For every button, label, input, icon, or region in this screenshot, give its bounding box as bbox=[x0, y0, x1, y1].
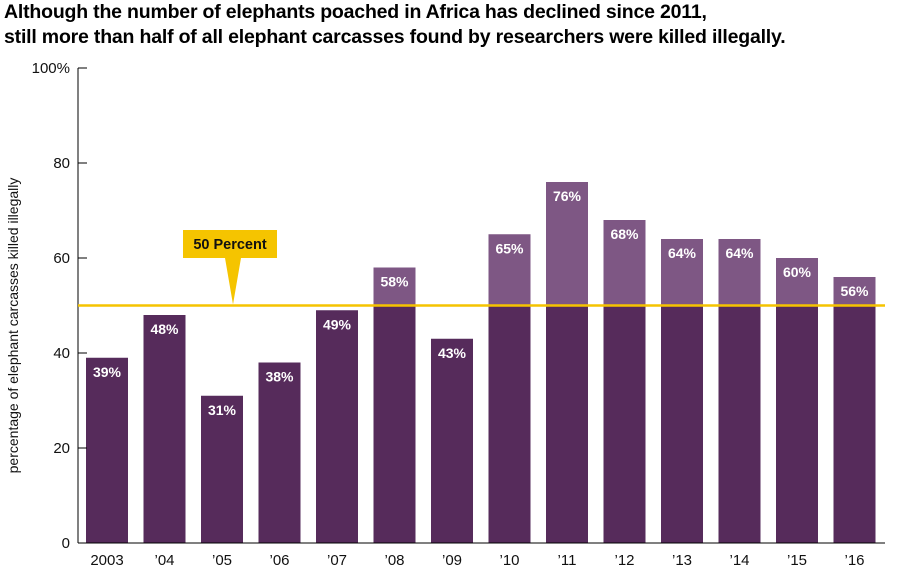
y-axis-title: percentage of elephant carcasses killed … bbox=[5, 178, 21, 474]
bar-5-upper bbox=[373, 267, 416, 306]
bar-7-lower bbox=[488, 305, 531, 543]
bar-value-label-1: 48% bbox=[150, 321, 179, 337]
bars-layer bbox=[86, 182, 876, 543]
bar-1 bbox=[143, 315, 186, 543]
labels-layer: 39% 2003 48% ’04 31% ’05 38% ’06 49% ’07 58% ’08 43%… bbox=[90, 188, 869, 569]
x-tick-label-13: ’16 bbox=[844, 552, 864, 569]
bar-value-label-3: 38% bbox=[265, 369, 294, 385]
bar-value-label-13: 56% bbox=[840, 283, 869, 299]
x-tick-label-0: 2003 bbox=[90, 552, 123, 569]
x-tick-label-9: ’12 bbox=[614, 552, 634, 569]
x-tick-label-1: ’04 bbox=[154, 552, 174, 569]
bar-3 bbox=[258, 362, 301, 543]
x-tick-label-8: ’11 bbox=[558, 552, 577, 569]
x-tick-label-7: ’10 bbox=[499, 552, 519, 569]
bar-value-label-4: 49% bbox=[323, 316, 352, 332]
bar-8-lower bbox=[546, 305, 588, 543]
reference-callout-label: 50 Percent bbox=[193, 237, 267, 253]
bar-value-label-5: 58% bbox=[380, 274, 409, 290]
bar-7-upper bbox=[488, 234, 531, 306]
bar-value-label-12: 60% bbox=[783, 264, 812, 280]
bar-5-lower bbox=[373, 305, 416, 543]
bar-11-lower bbox=[718, 305, 761, 543]
x-tick-label-3: ’06 bbox=[269, 552, 289, 569]
chart-title-line-1: Although the number of elephants poached… bbox=[4, 1, 707, 23]
bar-value-label-7: 65% bbox=[495, 240, 524, 256]
bar-2 bbox=[201, 395, 243, 543]
bar-value-label-2: 31% bbox=[208, 402, 237, 418]
bar-value-label-0: 39% bbox=[93, 364, 122, 380]
y-tick-label-1: 20 bbox=[53, 440, 70, 457]
bar-13-upper bbox=[833, 277, 876, 306]
chart-title: Although the number of elephants poached… bbox=[4, 0, 896, 50]
x-tick-label-10: ’13 bbox=[672, 552, 692, 569]
x-tick-label-11: ’14 bbox=[729, 552, 749, 569]
bar-value-label-8: 76% bbox=[553, 188, 582, 204]
bar-9-lower bbox=[603, 305, 646, 543]
x-tick-label-6: ’09 bbox=[442, 552, 462, 569]
bar-8-upper bbox=[546, 182, 588, 306]
bar-13-lower bbox=[833, 305, 876, 543]
x-tick-label-4: ’07 bbox=[327, 552, 347, 569]
reference-layer: 50 Percent bbox=[78, 230, 885, 307]
x-tick-label-5: ’08 bbox=[384, 552, 404, 569]
y-tick-label-2: 40 bbox=[53, 345, 70, 362]
bar-10-lower bbox=[661, 305, 703, 543]
bar-12-upper bbox=[776, 258, 818, 306]
bar-value-label-11: 64% bbox=[725, 245, 754, 261]
bar-6 bbox=[431, 338, 473, 543]
bar-10-upper bbox=[661, 239, 703, 306]
bar-0 bbox=[86, 357, 128, 543]
bar-value-label-10: 64% bbox=[668, 245, 697, 261]
bar-value-label-6: 43% bbox=[438, 345, 467, 361]
bar-value-label-9: 68% bbox=[610, 226, 639, 242]
y-tick-label-4: 80 bbox=[53, 155, 70, 172]
bar-11-upper bbox=[718, 239, 761, 306]
y-tick-label-5: 100% bbox=[32, 60, 70, 77]
x-tick-label-12: ’15 bbox=[787, 552, 807, 569]
reference-callout bbox=[183, 230, 277, 305]
bar-12-lower bbox=[776, 305, 818, 543]
x-tick-label-2: ’05 bbox=[212, 552, 232, 569]
chart-title-line-2: still more than half of all elephant car… bbox=[4, 26, 786, 48]
bar-4 bbox=[316, 310, 358, 543]
y-tick-label-0: 0 bbox=[62, 535, 70, 552]
bar-9-upper bbox=[603, 220, 646, 306]
y-tick-label-3: 60 bbox=[53, 250, 70, 267]
